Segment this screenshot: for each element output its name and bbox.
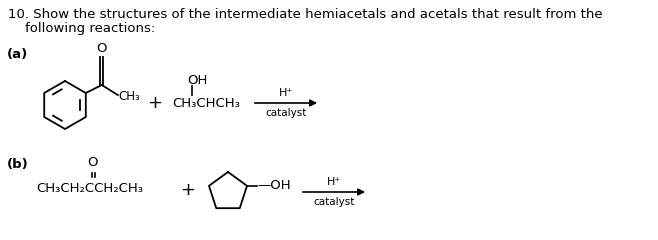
Text: CH₃: CH₃ bbox=[119, 90, 141, 102]
Text: following reactions:: following reactions: bbox=[8, 22, 155, 35]
Text: O: O bbox=[97, 42, 107, 55]
Text: OH: OH bbox=[187, 74, 207, 87]
Text: (b): (b) bbox=[7, 158, 29, 171]
Text: H⁺: H⁺ bbox=[279, 88, 293, 98]
Text: catalyst: catalyst bbox=[265, 108, 307, 118]
Text: —OH: —OH bbox=[257, 179, 291, 192]
Text: +: + bbox=[180, 181, 195, 199]
Text: 10. Show the structures of the intermediate hemiacetals and acetals that result : 10. Show the structures of the intermedi… bbox=[8, 8, 603, 21]
Text: catalyst: catalyst bbox=[313, 197, 355, 207]
Text: CH₃CH₂CCH₂CH₃: CH₃CH₂CCH₂CH₃ bbox=[36, 181, 143, 194]
Text: (a): (a) bbox=[7, 48, 28, 61]
Text: CH₃CHCH₃: CH₃CHCH₃ bbox=[172, 97, 240, 110]
Text: H⁺: H⁺ bbox=[327, 177, 341, 187]
Text: O: O bbox=[88, 156, 98, 169]
Text: +: + bbox=[147, 94, 163, 112]
